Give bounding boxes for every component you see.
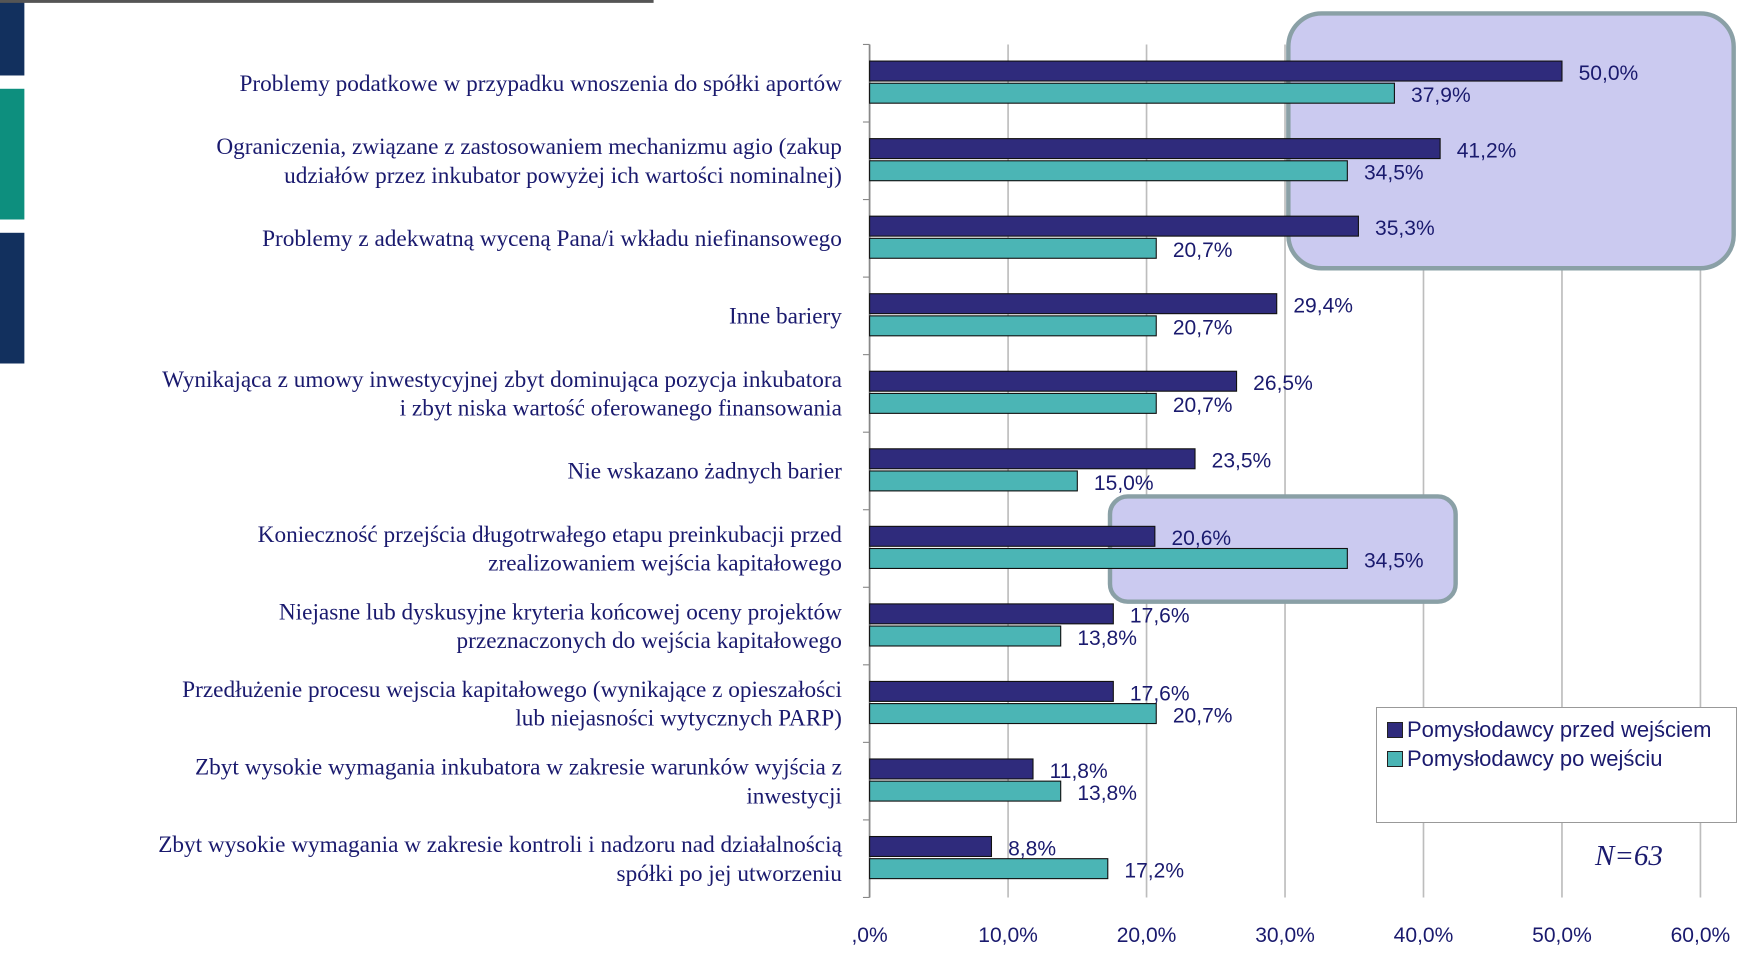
value-label: 34,5%	[1364, 549, 1424, 572]
value-label: 17,6%	[1130, 605, 1190, 628]
category-line: Konieczność przejścia długotrwałego etap…	[258, 522, 843, 548]
category-label: Nie wskazano żadnych barier	[568, 459, 843, 485]
bar	[869, 603, 1114, 625]
bar	[869, 370, 1238, 392]
x-tick-label: 30,0%	[1255, 924, 1315, 947]
bar	[869, 470, 1078, 492]
x-tick-label: 50,0%	[1532, 924, 1592, 947]
category-line: Zbyt wysokie wymagania w zakresie kontro…	[158, 832, 842, 858]
value-label: 37,9%	[1411, 84, 1471, 107]
category-line: Wynikająca z umowy inwestycyjnej zbyt do…	[162, 367, 842, 393]
bar	[869, 858, 1109, 880]
value-label: 34,5%	[1364, 162, 1424, 185]
category-label: Problemy podatkowe w przypadku wnoszenia…	[239, 71, 842, 97]
bar	[869, 547, 1348, 569]
category-label: Wynikająca z umowy inwestycyjnej zbyt do…	[162, 367, 842, 422]
bar	[869, 835, 993, 858]
category-label: Problemy z adekwatną wyceną Pana/i wkład…	[262, 226, 842, 252]
decor	[0, 0, 25, 76]
bar	[869, 703, 1157, 725]
x-tick-label: 20,0%	[1117, 924, 1177, 947]
bar	[869, 60, 1563, 82]
bar	[869, 215, 1359, 237]
annotation: N=63	[1595, 840, 1663, 872]
category-line: inwestycji	[746, 783, 842, 809]
legend-label: Pomysłodawcy po wejściu	[1407, 746, 1663, 771]
value-label: 35,3%	[1375, 217, 1435, 240]
category-line: spółki po jej utworzeniu	[617, 861, 843, 887]
category-line: Problemy podatkowe w przypadku wnoszenia…	[239, 71, 842, 97]
value-label: 20,6%	[1171, 527, 1231, 550]
bar	[869, 315, 1157, 337]
value-label: 50,0%	[1579, 62, 1639, 85]
category-label: Przedłużenie procesu wejscia kapitałoweg…	[182, 677, 842, 732]
category-line: zrealizowaniem wejścia kapitałowego	[488, 551, 842, 577]
category-line: udziałów przez inkubator powyżej ich war…	[284, 163, 842, 189]
category-line: Inne bariery	[729, 304, 842, 330]
category-line: i zbyt niska wartość oferowanego finanso…	[400, 396, 842, 422]
x-tick-label: 60,0%	[1671, 924, 1731, 947]
legend-label: Pomysłodawcy przed wejściem	[1407, 717, 1712, 742]
value-label: 20,7%	[1173, 394, 1233, 417]
value-label: 20,7%	[1173, 704, 1233, 727]
value-label: 17,2%	[1124, 860, 1184, 883]
value-label: 23,5%	[1212, 450, 1272, 473]
category-label: Inne bariery	[729, 304, 842, 330]
x-tick-label: 40,0%	[1394, 924, 1454, 947]
category-line: Zbyt wysokie wymagania inkubatora w zakr…	[195, 754, 842, 780]
bar	[869, 525, 1156, 547]
category-line: Ograniczenia, związane z zastosowaniem m…	[216, 134, 842, 160]
value-label: 20,7%	[1173, 317, 1233, 340]
value-label: 13,8%	[1077, 627, 1137, 650]
value-label: 15,0%	[1094, 472, 1154, 495]
category-label: Zbyt wysokie wymagania w zakresie kontro…	[158, 832, 842, 887]
category-label: Ograniczenia, związane z zastosowaniem m…	[216, 134, 842, 189]
category-line: Niejasne lub dyskusyjne kryteria końcowe…	[279, 599, 842, 625]
value-label: 20,7%	[1173, 239, 1233, 262]
value-label: 8,8%	[1008, 837, 1056, 860]
bar	[869, 392, 1157, 414]
value-label: 11,8%	[1050, 760, 1108, 783]
legend-swatch	[1387, 751, 1403, 767]
x-tick-label: 10,0%	[978, 924, 1038, 947]
value-label: 13,8%	[1077, 782, 1137, 805]
category-line: Przedłużenie procesu wejscia kapitałoweg…	[182, 677, 842, 703]
value-label: 41,2%	[1457, 139, 1517, 162]
category-line: lub niejasności wytycznych PARP)	[515, 706, 842, 732]
bar	[869, 780, 1062, 802]
bar	[869, 293, 1278, 315]
x-tick-label: ,0%	[851, 924, 887, 947]
value-label: 17,6%	[1130, 682, 1190, 705]
category-line: Problemy z adekwatną wyceną Pana/i wkład…	[262, 226, 842, 252]
legend-item: Pomysłodawcy przed wejściem	[1387, 716, 1726, 743]
category-label: Zbyt wysokie wymagania inkubatora w zakr…	[195, 754, 842, 809]
legend: Pomysłodawcy przed wejściem Pomysłodawcy …	[1376, 707, 1737, 823]
decor	[0, 232, 25, 364]
category-line: Nie wskazano żadnych barier	[568, 459, 843, 485]
bar	[869, 625, 1062, 647]
bar	[869, 82, 1395, 104]
legend-swatch	[1387, 722, 1403, 738]
decor	[0, 88, 25, 220]
bar	[869, 448, 1196, 470]
value-label: 26,5%	[1253, 372, 1313, 395]
value-label: 29,4%	[1293, 295, 1353, 318]
category-line: przeznaczonych do wejścia kapitałowego	[457, 628, 842, 654]
bar	[869, 237, 1157, 259]
bar	[869, 138, 1441, 160]
legend-item: Pomysłodawcy po wejściu	[1387, 745, 1726, 772]
bar	[869, 758, 1034, 780]
bar	[869, 160, 1348, 182]
bar	[869, 680, 1114, 702]
category-label: Konieczność przejścia długotrwałego etap…	[258, 522, 843, 577]
category-label: Niejasne lub dyskusyjne kryteria końcowe…	[279, 599, 842, 654]
